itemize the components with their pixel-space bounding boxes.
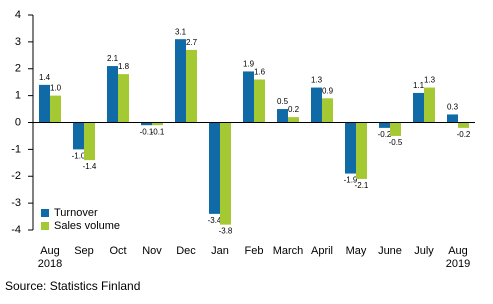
legend-label: Turnover: [54, 207, 98, 219]
bar: [141, 122, 152, 126]
y-tick-label: 1: [15, 90, 21, 102]
bar: [390, 122, 401, 136]
y-tick-label: 3: [15, 36, 21, 48]
y-tick-label: -1: [11, 143, 21, 155]
bar: [175, 39, 186, 123]
y-tick-label: -3: [11, 197, 21, 209]
value-label: -0.5: [389, 138, 403, 147]
value-label: 0.9: [322, 86, 334, 95]
value-label: 0.2: [288, 105, 300, 114]
x-tick-label: Jan: [211, 245, 229, 257]
x-tick-label: April: [310, 245, 333, 257]
value-label: 1.3: [311, 76, 323, 85]
bar: [322, 98, 333, 123]
value-label: 0.3: [447, 103, 459, 112]
legend-label: Sales volume: [54, 220, 120, 232]
value-label: -0.1: [151, 127, 165, 136]
bar: [277, 109, 288, 123]
value-label: -1.4: [83, 162, 97, 171]
bar: [39, 84, 50, 123]
x-tick-label: July: [414, 245, 434, 257]
bar: [50, 95, 61, 123]
x-tick-label: Aug 2018: [37, 245, 63, 270]
value-label: -1.0: [72, 151, 86, 160]
value-label: 1.3: [424, 76, 436, 85]
x-tick-label: Nov: [142, 245, 162, 257]
bar: [458, 122, 469, 128]
value-label: -0.2: [457, 130, 471, 139]
x-tick-label: Oct: [109, 245, 127, 257]
x-tick-label: Sep: [74, 245, 94, 257]
bar: [118, 74, 129, 123]
bar: [447, 114, 458, 123]
bar: [243, 71, 254, 123]
value-label: 2.1: [107, 54, 119, 63]
x-tick-label: Dec: [176, 245, 196, 257]
value-label: -0.2: [378, 130, 392, 139]
y-tick-label: 2: [15, 63, 21, 75]
y-tick-label: -4: [11, 224, 21, 236]
y-tick-label: -2: [11, 170, 21, 182]
x-tick-label: Aug 2019: [445, 245, 471, 270]
bar: [209, 122, 220, 214]
value-label: -3.8: [219, 227, 233, 236]
bar: [424, 87, 435, 123]
x-tick-label: Feb: [244, 245, 264, 257]
x-tick-label: May: [345, 245, 367, 257]
value-label: 0.5: [277, 97, 289, 106]
bar: [254, 79, 265, 123]
y-tick-label: 4: [15, 9, 21, 21]
value-label: -2.1: [355, 181, 369, 190]
bar: [84, 122, 95, 161]
bar: [356, 122, 367, 179]
x-tick-label: March: [272, 245, 304, 257]
bar: [220, 122, 231, 225]
bar: [186, 49, 197, 123]
value-label: -3.4: [208, 216, 222, 225]
bar: [73, 122, 84, 150]
bar: [379, 122, 390, 128]
value-label: 1.6: [254, 68, 266, 77]
bar: [345, 122, 356, 174]
value-label: 2.7: [186, 38, 198, 47]
bar: [311, 87, 322, 123]
value-label: 1.4: [39, 73, 51, 82]
value-label: -0.1: [140, 127, 154, 136]
value-label: 1.9: [243, 60, 255, 69]
x-tick-label: June: [378, 245, 402, 257]
y-tick-label: 0: [15, 116, 21, 128]
legend-swatch: [41, 222, 49, 230]
value-label: 1.8: [118, 62, 130, 71]
source-note: Source: Statistics Finland: [5, 279, 141, 293]
bar: [288, 117, 299, 123]
bar: [413, 92, 424, 123]
value-label: 1.0: [50, 84, 62, 93]
bar: [152, 122, 163, 126]
legend-swatch: [41, 209, 49, 217]
value-label: 3.1: [175, 27, 187, 36]
value-label: -1.9: [344, 176, 358, 185]
bar: [107, 66, 118, 123]
value-label: 1.1: [413, 81, 425, 90]
